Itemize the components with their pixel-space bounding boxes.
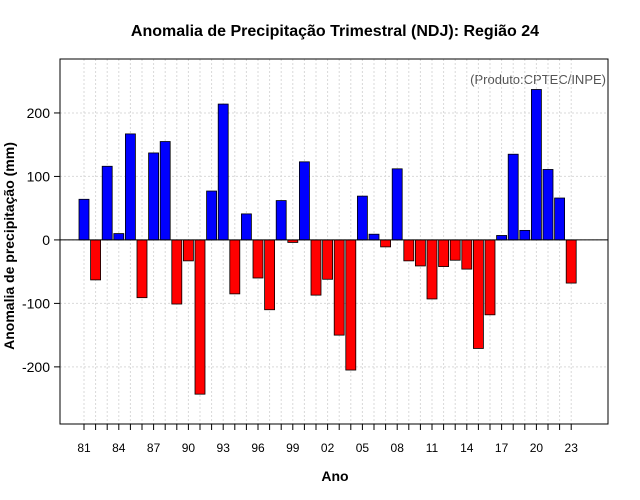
bar-00: [298, 161, 310, 241]
bar-23: [565, 239, 577, 284]
x-tick-label: 96: [251, 441, 265, 455]
bar-13: [449, 239, 461, 261]
bar-81: [78, 198, 90, 241]
y-tick-label: 100: [27, 168, 51, 184]
y-tick-label: -200: [22, 359, 50, 375]
bar-82: [90, 239, 101, 281]
bar-10: [414, 239, 426, 267]
bar-12: [438, 239, 450, 267]
x-tick-label: 11: [426, 441, 439, 455]
bar-18: [507, 153, 519, 241]
bar-95: [240, 213, 252, 241]
x-tick-label: 81: [77, 441, 91, 455]
bars: [78, 89, 577, 395]
x-tick-label: 93: [217, 441, 231, 455]
bar-06: [368, 233, 380, 241]
bar-16: [484, 239, 496, 316]
bar-96: [252, 239, 264, 279]
bar-14: [461, 239, 473, 270]
axes: -200 -100 0 100 200 81 84 87 90 93 96 99 02 05 08 11 14 1…: [22, 58, 609, 455]
x-tick-label: 14: [460, 441, 474, 455]
x-axis-title: Ano: [321, 468, 348, 484]
bar-17: [496, 235, 508, 241]
bar-08: [391, 168, 403, 241]
bar-11: [426, 239, 438, 300]
bar-90: [182, 239, 194, 262]
x-tick-label: 02: [321, 441, 335, 455]
x-tick-label: 99: [286, 441, 300, 455]
x-tick-label: 87: [147, 441, 161, 455]
bar-93: [217, 103, 229, 241]
bar-89: [171, 239, 183, 305]
y-tick-label: -100: [22, 295, 50, 311]
bar-04: [345, 239, 357, 371]
bar-97: [264, 239, 276, 311]
y-tick-label: 0: [42, 232, 50, 248]
bar-86: [136, 239, 148, 299]
bar-88: [159, 141, 171, 241]
y-tick-label: 200: [27, 105, 51, 121]
x-tick-label: 08: [391, 441, 405, 455]
x-tick-label: 23: [565, 441, 579, 455]
bar-21: [542, 169, 554, 241]
bar-84: [113, 233, 125, 241]
bar-20: [531, 89, 542, 241]
bar-85: [125, 133, 136, 241]
bar-92: [206, 190, 218, 241]
bar-01: [310, 239, 322, 296]
bar-09: [403, 239, 415, 262]
bar-87: [148, 152, 160, 241]
x-tick-label: 05: [356, 441, 370, 455]
x-tick-label: 20: [530, 441, 544, 455]
x-tick-label: 17: [495, 441, 509, 455]
credit-label: (Produto:CPTEC/INPE): [470, 72, 606, 87]
y-axis-title: Anomalia de precipitação (mm): [1, 142, 17, 350]
x-tick-label: 84: [112, 441, 126, 455]
bar-07: [380, 239, 392, 248]
bar-91: [194, 239, 206, 395]
chart-title: Anomalia de Precipitação Trimestral (NDJ…: [131, 23, 539, 40]
bar-15: [472, 239, 484, 349]
plot-frame: [59, 58, 609, 425]
bar-19: [519, 229, 531, 241]
bar-94: [229, 239, 241, 295]
bar-05: [356, 195, 368, 241]
bar-22: [554, 197, 565, 241]
bar-03: [333, 239, 345, 336]
bar-02: [322, 239, 334, 280]
bar-83: [101, 165, 113, 241]
bar-98: [275, 200, 287, 241]
x-tick-label: 90: [182, 441, 196, 455]
